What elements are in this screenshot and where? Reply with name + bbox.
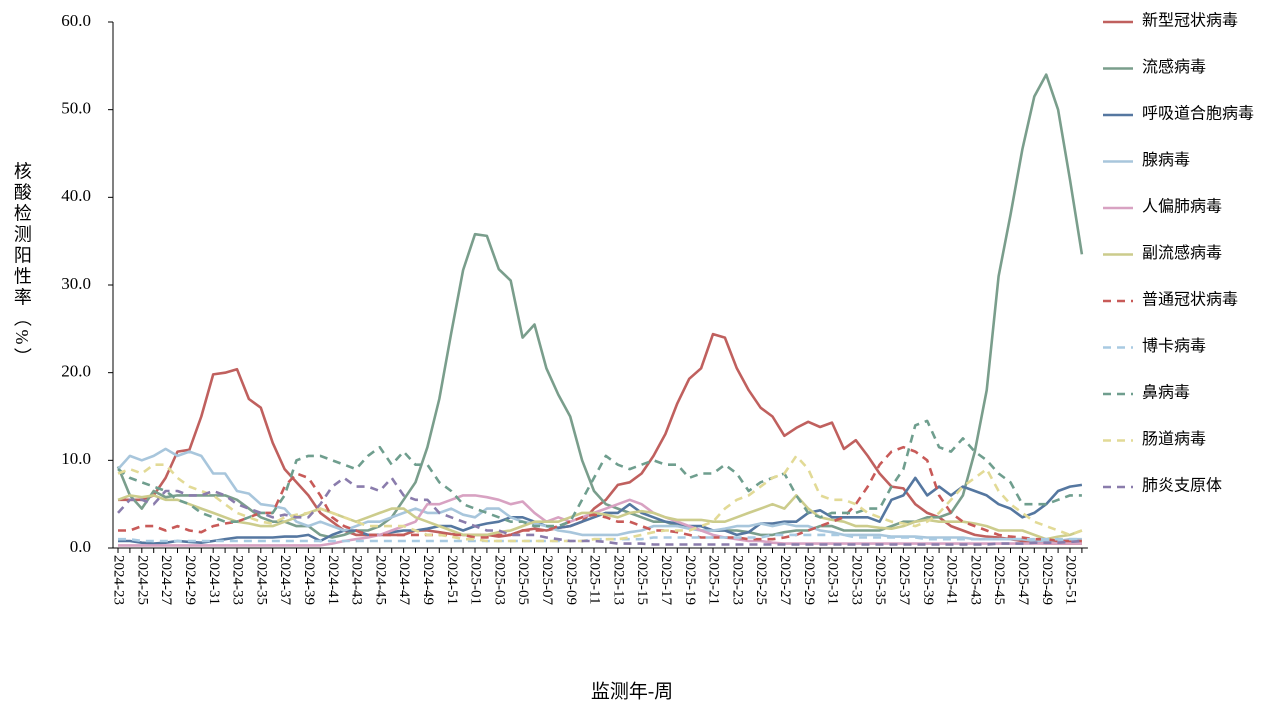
- x-tick-label: 2024-31: [206, 555, 222, 605]
- x-tick-label: 2024-45: [372, 555, 388, 605]
- x-tick-label: 2025-05: [515, 555, 531, 605]
- x-tick-label: 2025-35: [872, 555, 888, 605]
- legend-label: 普通冠状病毒: [1142, 291, 1238, 309]
- series-line: [117, 494, 1083, 541]
- x-tick-label: 2025-49: [1039, 555, 1055, 605]
- series-line: [118, 332, 1082, 545]
- x-tick-label: 2025-41: [944, 555, 960, 605]
- series-line: [118, 533, 1082, 543]
- x-tick-label: 2025-17: [658, 555, 674, 605]
- x-tick-label: 2024-35: [253, 555, 269, 605]
- y-axis-title: 核酸检测阳性率（%）: [12, 161, 32, 368]
- x-tick-label: 2025-11: [587, 555, 603, 604]
- x-tick-label: 2025-21: [706, 555, 722, 605]
- legend-label: 新型冠状病毒: [1142, 12, 1238, 30]
- x-tick-label: 2025-23: [729, 555, 745, 605]
- legend-label: 人偏肺病毒: [1142, 198, 1222, 216]
- legend-label: 腺病毒: [1142, 151, 1190, 169]
- y-tick-label: 20.0: [61, 362, 91, 381]
- legend-label: 流感病毒: [1142, 58, 1206, 76]
- x-tick-label: 2025-33: [848, 555, 864, 605]
- x-tick-label: 2024-25: [134, 555, 150, 605]
- x-tick-label: 2025-07: [539, 555, 555, 605]
- x-tick-label: 2025-13: [610, 555, 626, 605]
- x-tick-label: 2025-45: [991, 555, 1007, 605]
- x-tick-label: 2024-23: [111, 555, 127, 605]
- series-line: [118, 445, 1082, 543]
- legend-label: 肠道病毒: [1142, 430, 1206, 448]
- x-tick-label: 2025-27: [777, 555, 793, 605]
- x-tick-label: 2024-43: [349, 555, 365, 605]
- x-tick-label: 2025-43: [967, 555, 983, 605]
- x-tick-label: 2025-51: [1063, 555, 1079, 605]
- y-tick-label: 50.0: [61, 99, 91, 118]
- legend-label: 肺炎支原体: [1142, 477, 1222, 495]
- x-axis-title: 监测年-周: [591, 680, 673, 702]
- x-tick-label: 2025-01: [468, 555, 484, 605]
- legend-label: 博卡病毒: [1142, 337, 1206, 355]
- x-tick-label: 2024-51: [444, 555, 460, 605]
- x-tick-label: 2025-25: [753, 555, 769, 605]
- x-tick-label: 2025-19: [682, 555, 698, 605]
- series-line: [117, 454, 1083, 543]
- y-tick-label: 30.0: [61, 274, 91, 293]
- series-line: [117, 419, 1082, 528]
- x-tick-label: 2024-29: [182, 555, 198, 605]
- x-tick-label: 2024-27: [158, 555, 174, 605]
- y-tick-label: 60.0: [61, 11, 91, 30]
- legend-label: 副流感病毒: [1142, 244, 1222, 262]
- y-tick-label: 0.0: [70, 537, 91, 556]
- x-tick-label: 2025-47: [1015, 555, 1031, 605]
- x-tick-label: 2024-49: [420, 555, 436, 605]
- y-tick-label: 40.0: [61, 186, 91, 205]
- x-tick-label: 2025-39: [920, 555, 936, 605]
- x-tick-label: 2025-03: [491, 555, 507, 605]
- x-tick-label: 2025-15: [634, 555, 650, 605]
- x-tick-label: 2024-47: [396, 555, 412, 605]
- legend-label: 鼻病毒: [1142, 384, 1190, 402]
- x-tick-label: 2024-33: [230, 555, 246, 605]
- y-tick-label: 10.0: [61, 449, 91, 468]
- series-line: [117, 476, 1082, 546]
- x-tick-label: 2024-39: [301, 555, 317, 605]
- x-tick-label: 2024-37: [277, 555, 293, 605]
- legend-label: 呼吸道合胞病毒: [1142, 105, 1254, 123]
- x-tick-label: 2025-29: [801, 555, 817, 605]
- x-tick-label: 2025-09: [563, 555, 579, 605]
- x-tick-label: 2025-37: [896, 555, 912, 605]
- x-tick-label: 2024-41: [325, 555, 341, 605]
- x-tick-label: 2025-31: [825, 555, 841, 605]
